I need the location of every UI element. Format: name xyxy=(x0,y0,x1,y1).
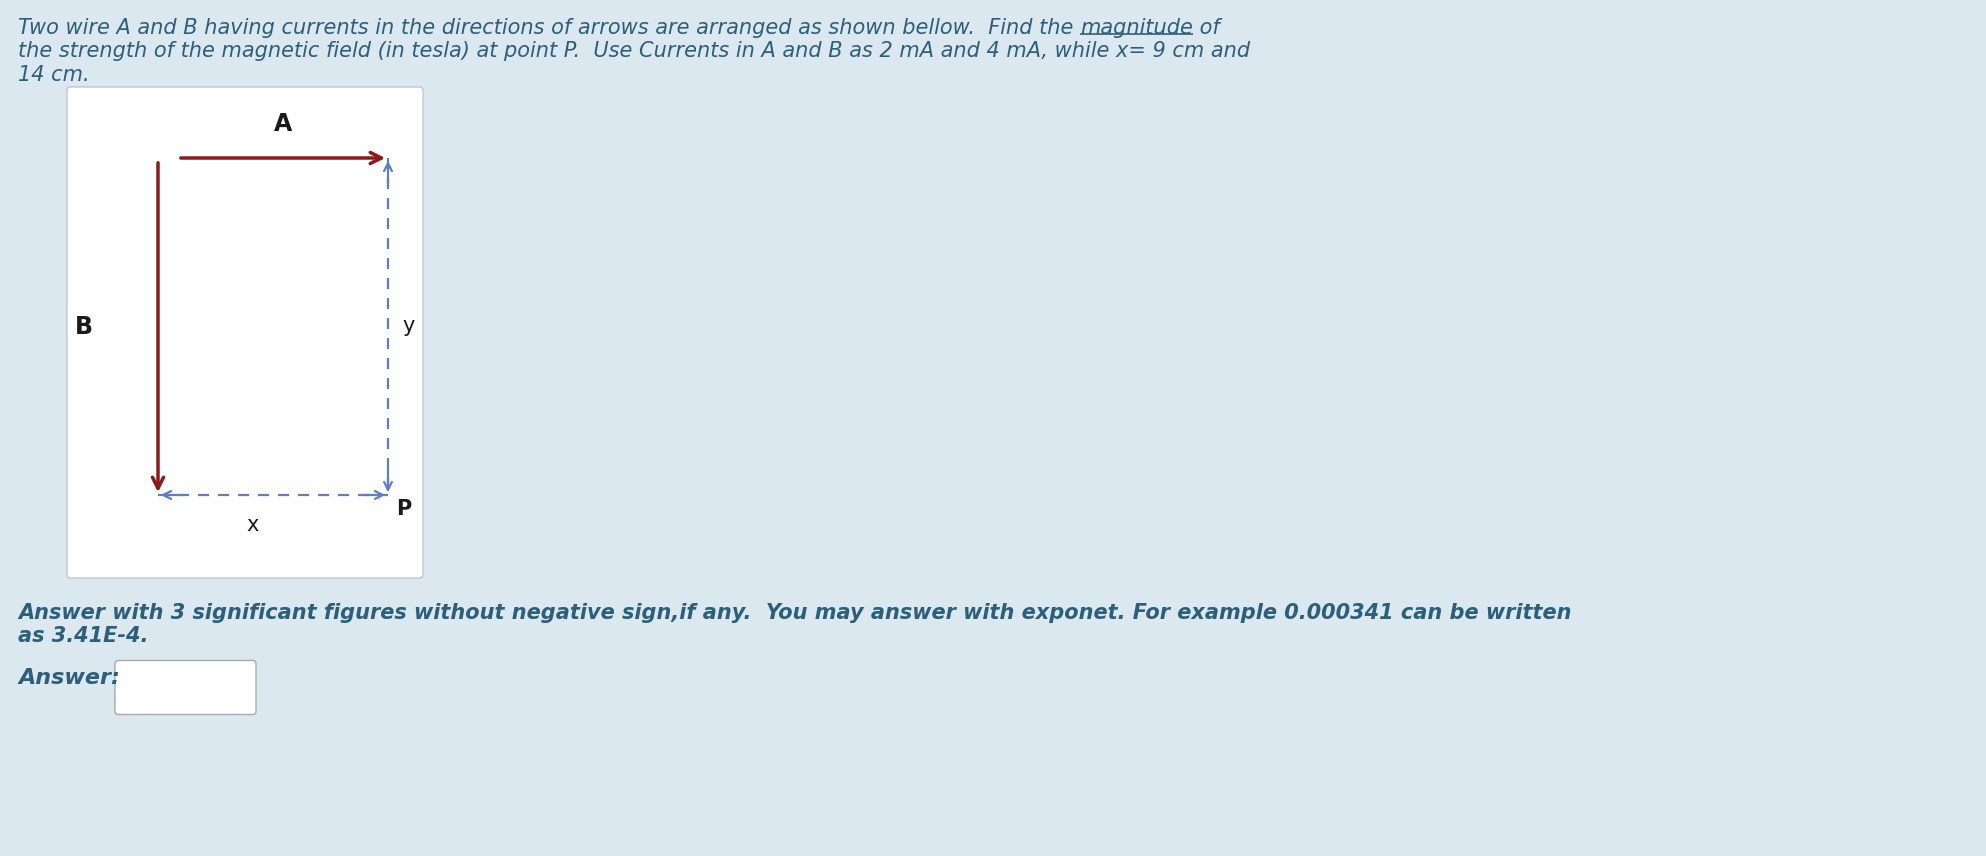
Text: Answer:: Answer: xyxy=(18,668,119,687)
Text: 14 cm.: 14 cm. xyxy=(18,64,89,85)
Text: Two wire A and B having currents in the directions of arrows are arranged as sho: Two wire A and B having currents in the … xyxy=(18,18,1080,38)
Text: Answer with 3 significant figures without negative sign,if any.  You may answer : Answer with 3 significant figures withou… xyxy=(18,603,1571,623)
Text: y: y xyxy=(401,317,415,336)
Text: A: A xyxy=(274,112,292,136)
Text: of: of xyxy=(1194,18,1219,38)
Text: as 3.41E-4.: as 3.41E-4. xyxy=(18,627,149,646)
Text: P: P xyxy=(395,499,411,519)
FancyBboxPatch shape xyxy=(115,661,256,715)
Text: B: B xyxy=(75,316,93,340)
Text: x: x xyxy=(246,515,260,535)
Text: magnitude: magnitude xyxy=(1080,18,1194,38)
Text: the strength of the magnetic field (in tesla) at point P.  Use Currents in A and: the strength of the magnetic field (in t… xyxy=(18,41,1249,62)
FancyBboxPatch shape xyxy=(68,87,423,578)
